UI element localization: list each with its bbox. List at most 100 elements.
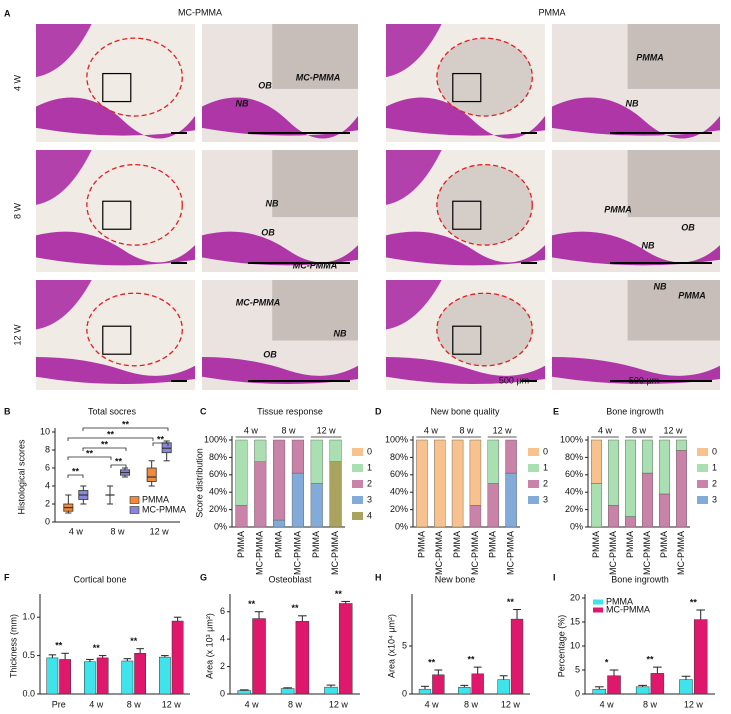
x-tick-label: 8 w xyxy=(464,699,479,709)
image-label: MC-PMMA xyxy=(293,260,338,270)
bar-segment xyxy=(659,439,670,495)
group-label: 4 w xyxy=(244,425,259,435)
y-tick-label: 20% xyxy=(565,504,583,514)
y-tick-label: 6 xyxy=(220,606,225,616)
x-tick-label: PMMA xyxy=(591,531,601,558)
bar xyxy=(510,618,524,695)
x-tick-label: MC-PMMA xyxy=(330,531,340,575)
x-tick-label: PMMA xyxy=(311,531,321,558)
panel-label: A xyxy=(4,8,11,18)
x-tick-label: 8 w xyxy=(110,526,125,536)
bar xyxy=(46,657,59,695)
image-label: NB xyxy=(266,198,279,208)
legend-label: 3 xyxy=(712,494,717,504)
legend-label: 2 xyxy=(367,478,372,488)
legend-swatch xyxy=(697,496,708,504)
y-tick-label: 100% xyxy=(385,434,408,444)
zoom-box xyxy=(452,72,482,103)
legend-label: 1 xyxy=(712,462,717,472)
bar-segment xyxy=(310,439,323,484)
significance-label: * xyxy=(605,657,609,667)
bar xyxy=(59,659,71,695)
legend-label: 0 xyxy=(367,446,372,456)
y-axis-label: Area (x10⁴ μm²) xyxy=(386,614,396,678)
significance-label: ** xyxy=(335,589,343,599)
y-axis-label: Thickness (mm) xyxy=(8,614,18,678)
chart-title: Bone ingrowth xyxy=(606,406,664,416)
legend-label: 0 xyxy=(712,446,717,456)
y-tick-label: 2 xyxy=(45,498,50,508)
zoom-box xyxy=(102,72,132,103)
significance-label: ** xyxy=(157,434,165,444)
bone-tissue xyxy=(202,97,358,139)
box xyxy=(146,467,157,482)
bar-segment xyxy=(451,439,464,528)
y-tick-label: 40% xyxy=(390,487,408,497)
x-tick-label: 8 w xyxy=(643,699,658,709)
x-tick-label: 8 w xyxy=(127,699,142,709)
x-tick-label: 4 w xyxy=(89,699,104,709)
legend-swatch xyxy=(352,448,363,456)
zoom-box xyxy=(452,325,482,355)
bar xyxy=(134,653,146,695)
legend-label: 4 xyxy=(367,510,372,520)
image-label: PMMA xyxy=(678,290,706,300)
bone-tissue xyxy=(36,24,92,78)
x-tick-label: PMMA xyxy=(659,531,669,558)
y-tick-label: 0 xyxy=(402,688,407,698)
implant-region xyxy=(436,292,533,367)
y-tick-label: 4 xyxy=(45,480,50,490)
bar xyxy=(607,675,621,695)
panel-label: G xyxy=(200,572,207,582)
y-tick-label: 4 xyxy=(220,634,225,644)
significance-label: ** xyxy=(101,439,109,449)
y-tick-label: 6 xyxy=(45,462,50,472)
panel-label: E xyxy=(553,406,559,416)
x-tick-label: 4 w xyxy=(245,699,260,709)
y-tick-label: 0.0 xyxy=(22,688,35,698)
y-tick-label: 40% xyxy=(209,487,227,497)
y-tick-label: 20% xyxy=(209,504,227,514)
histology-image xyxy=(36,280,195,390)
significance-label: ** xyxy=(467,654,475,664)
bar-segment xyxy=(642,439,653,474)
x-tick-label: 12 w xyxy=(501,699,521,709)
x-tick-label: PMMA xyxy=(625,531,635,558)
legend-swatch xyxy=(697,464,708,472)
legend-label: 2 xyxy=(543,478,548,488)
bone-tissue xyxy=(552,97,720,139)
bar-segment xyxy=(329,461,342,528)
y-axis-label: Percentage (%) xyxy=(556,615,566,678)
bar xyxy=(324,686,338,695)
bar xyxy=(295,621,310,695)
panel-label: H xyxy=(375,572,382,582)
x-tick-label: PMMA xyxy=(236,531,246,558)
bar xyxy=(693,619,708,695)
group-label: 8 w xyxy=(459,425,474,435)
y-tick-label: 60% xyxy=(390,469,408,479)
significance-bracket xyxy=(67,456,112,460)
bone-tissue xyxy=(386,150,442,205)
bar-segment xyxy=(291,439,304,474)
bar xyxy=(471,673,484,695)
legend-label: 1 xyxy=(543,462,548,472)
implant-region xyxy=(436,163,533,246)
implant-area xyxy=(627,24,720,89)
legend-label: 3 xyxy=(367,494,372,504)
legend-swatch xyxy=(593,607,603,613)
significance-label: ** xyxy=(130,636,138,646)
legend-label: MC-PMMA xyxy=(142,504,186,514)
image-label: NB xyxy=(626,98,639,108)
image-label: NB xyxy=(236,98,249,108)
y-axis-label: Histological scores xyxy=(16,439,26,515)
bar-segment xyxy=(676,450,687,528)
histology-image xyxy=(202,150,358,272)
y-tick-label: 0.5 xyxy=(22,650,35,660)
bone-tissue xyxy=(202,231,358,266)
legend-swatch xyxy=(528,496,539,504)
bone-tissue xyxy=(386,231,545,266)
chart-title: Total socres xyxy=(88,406,137,416)
implant-area xyxy=(627,150,720,218)
